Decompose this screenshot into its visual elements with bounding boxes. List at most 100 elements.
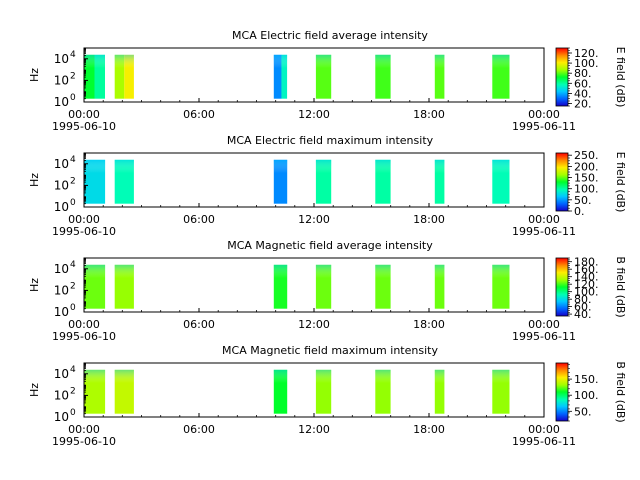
colorbar-tick-label: 50. xyxy=(574,405,592,418)
colorbar-tick-label: 180. xyxy=(574,256,599,269)
colorbar xyxy=(555,47,569,107)
x-tick-label: 00:00 xyxy=(68,318,100,331)
y-tick-label: 10 xyxy=(54,305,69,319)
colorbar-tick-label: 100. xyxy=(574,389,599,402)
y-tick-exponent: 4 xyxy=(70,155,76,165)
y-tick-label: 10 xyxy=(54,178,69,192)
x-tick-label: 18:00 xyxy=(413,108,445,121)
x-tick-label: 18:00 xyxy=(413,423,445,436)
x-tick-label: 00:00 xyxy=(528,423,560,436)
y-tick-exponent: 2 xyxy=(70,176,76,186)
spectrogram-segment-shade xyxy=(281,54,288,99)
spectrogram-segment-shade xyxy=(84,369,106,414)
x-tick-label: 06:00 xyxy=(183,318,215,331)
colorbar-label: E field (dB) xyxy=(614,152,627,213)
x-tick-label: 06:00 xyxy=(183,108,215,121)
x-tick-label: 18:00 xyxy=(413,318,445,331)
colorbar-tick-label: 80. xyxy=(574,67,592,80)
y-tick-label: 10 xyxy=(54,283,69,297)
colorbar-tick-label: 250. xyxy=(574,149,599,162)
colorbar-tick-label: 40. xyxy=(574,308,592,321)
x-tick-date: 1995-06-11 xyxy=(512,225,576,238)
x-tick-date: 1995-06-10 xyxy=(52,225,116,238)
colorbar-tick-label: 200. xyxy=(574,160,599,173)
x-tick-date: 1995-06-11 xyxy=(512,330,576,343)
spectrogram-segment-shade xyxy=(114,159,134,204)
colorbar-tick-label: 100. xyxy=(574,57,599,70)
y-tick-exponent: 4 xyxy=(70,50,76,60)
x-tick-label: 12:00 xyxy=(298,318,330,331)
x-tick-label: 00:00 xyxy=(68,213,100,226)
y-tick-exponent: 2 xyxy=(70,71,76,81)
spectrogram-segment-shade xyxy=(434,369,445,414)
y-tick-label: 10 xyxy=(54,410,69,424)
y-tick-exponent: 0 xyxy=(70,408,76,418)
y-tick-label: 10 xyxy=(54,73,69,87)
spectrogram-segment-shade xyxy=(114,369,134,414)
colorbar-tick-label: 50. xyxy=(574,194,592,207)
x-tick-label: 18:00 xyxy=(413,213,445,226)
spectrogram-segment-shade xyxy=(434,159,445,204)
y-axis-label: Hz xyxy=(28,173,41,187)
colorbar-label: E field (dB) xyxy=(614,47,627,108)
colorbar-tick-label: 40. xyxy=(574,87,592,100)
spectrogram-segment-shade xyxy=(492,369,510,414)
spectrogram-segment-shade xyxy=(84,54,95,99)
colorbar-tick-label: 60. xyxy=(574,77,592,90)
x-tick-label: 00:00 xyxy=(528,318,560,331)
y-tick-label: 10 xyxy=(54,367,69,381)
x-tick-label: 00:00 xyxy=(528,108,560,121)
colorbar-tick-label: 120. xyxy=(574,278,599,291)
spectrogram-segment-shade xyxy=(84,159,106,204)
spectrogram-segment-shade xyxy=(84,264,106,309)
colorbar-tick-label: 160. xyxy=(574,263,599,276)
colorbar xyxy=(555,257,569,317)
colorbar-tick-label: 100. xyxy=(574,286,599,299)
spectrogram-segment-shade xyxy=(315,369,332,414)
x-tick-label: 00:00 xyxy=(528,213,560,226)
plot-frame xyxy=(83,257,545,313)
colorbar-tick-label: 140. xyxy=(574,271,599,284)
x-tick-date: 1995-06-10 xyxy=(52,435,116,448)
x-tick-date: 1995-06-11 xyxy=(512,120,576,133)
spectrogram-segment-shade xyxy=(434,54,445,99)
colorbar-tick-label: 0. xyxy=(574,205,585,218)
spectrogram-segment-shade xyxy=(273,264,288,309)
x-tick-label: 06:00 xyxy=(183,423,215,436)
spectrogram-segment-shade xyxy=(434,264,445,309)
colorbar xyxy=(555,362,569,422)
colorbar-tick-label: 80. xyxy=(574,293,592,306)
x-tick-label: 12:00 xyxy=(298,108,330,121)
y-tick-label: 10 xyxy=(54,388,69,402)
colorbar-label: B field (dB) xyxy=(614,361,627,422)
spectrogram-segment-shade xyxy=(273,159,288,204)
x-tick-label: 12:00 xyxy=(298,213,330,226)
colorbar-tick-label: 150. xyxy=(574,373,599,386)
x-tick-date: 1995-06-11 xyxy=(512,435,576,448)
spectrogram-segment-shade xyxy=(94,54,105,99)
spectrogram-segment-shade xyxy=(492,54,510,99)
spectrogram-segment-shade xyxy=(375,159,391,204)
spectrogram-segment-shade xyxy=(315,54,332,99)
y-axis-label: Hz xyxy=(28,68,41,82)
spectrogram-segment-shade xyxy=(492,264,510,309)
spectrogram-segment-shade xyxy=(114,54,125,99)
colorbar-label: B field (dB) xyxy=(614,256,627,317)
y-tick-label: 10 xyxy=(54,95,69,109)
plot-frame xyxy=(83,152,545,208)
x-tick-label: 00:00 xyxy=(68,423,100,436)
y-tick-label: 10 xyxy=(54,157,69,171)
colorbar-tick-label: 60. xyxy=(574,301,592,314)
spectrogram-segment-shade xyxy=(315,159,332,204)
plot-frame xyxy=(83,47,545,103)
y-tick-exponent: 2 xyxy=(70,386,76,396)
x-tick-date: 1995-06-10 xyxy=(52,120,116,133)
plot-frame xyxy=(83,362,545,418)
y-tick-label: 10 xyxy=(54,52,69,66)
spectrogram-segment-shade xyxy=(273,369,288,414)
y-tick-exponent: 0 xyxy=(70,93,76,103)
y-axis-label: Hz xyxy=(28,278,41,292)
